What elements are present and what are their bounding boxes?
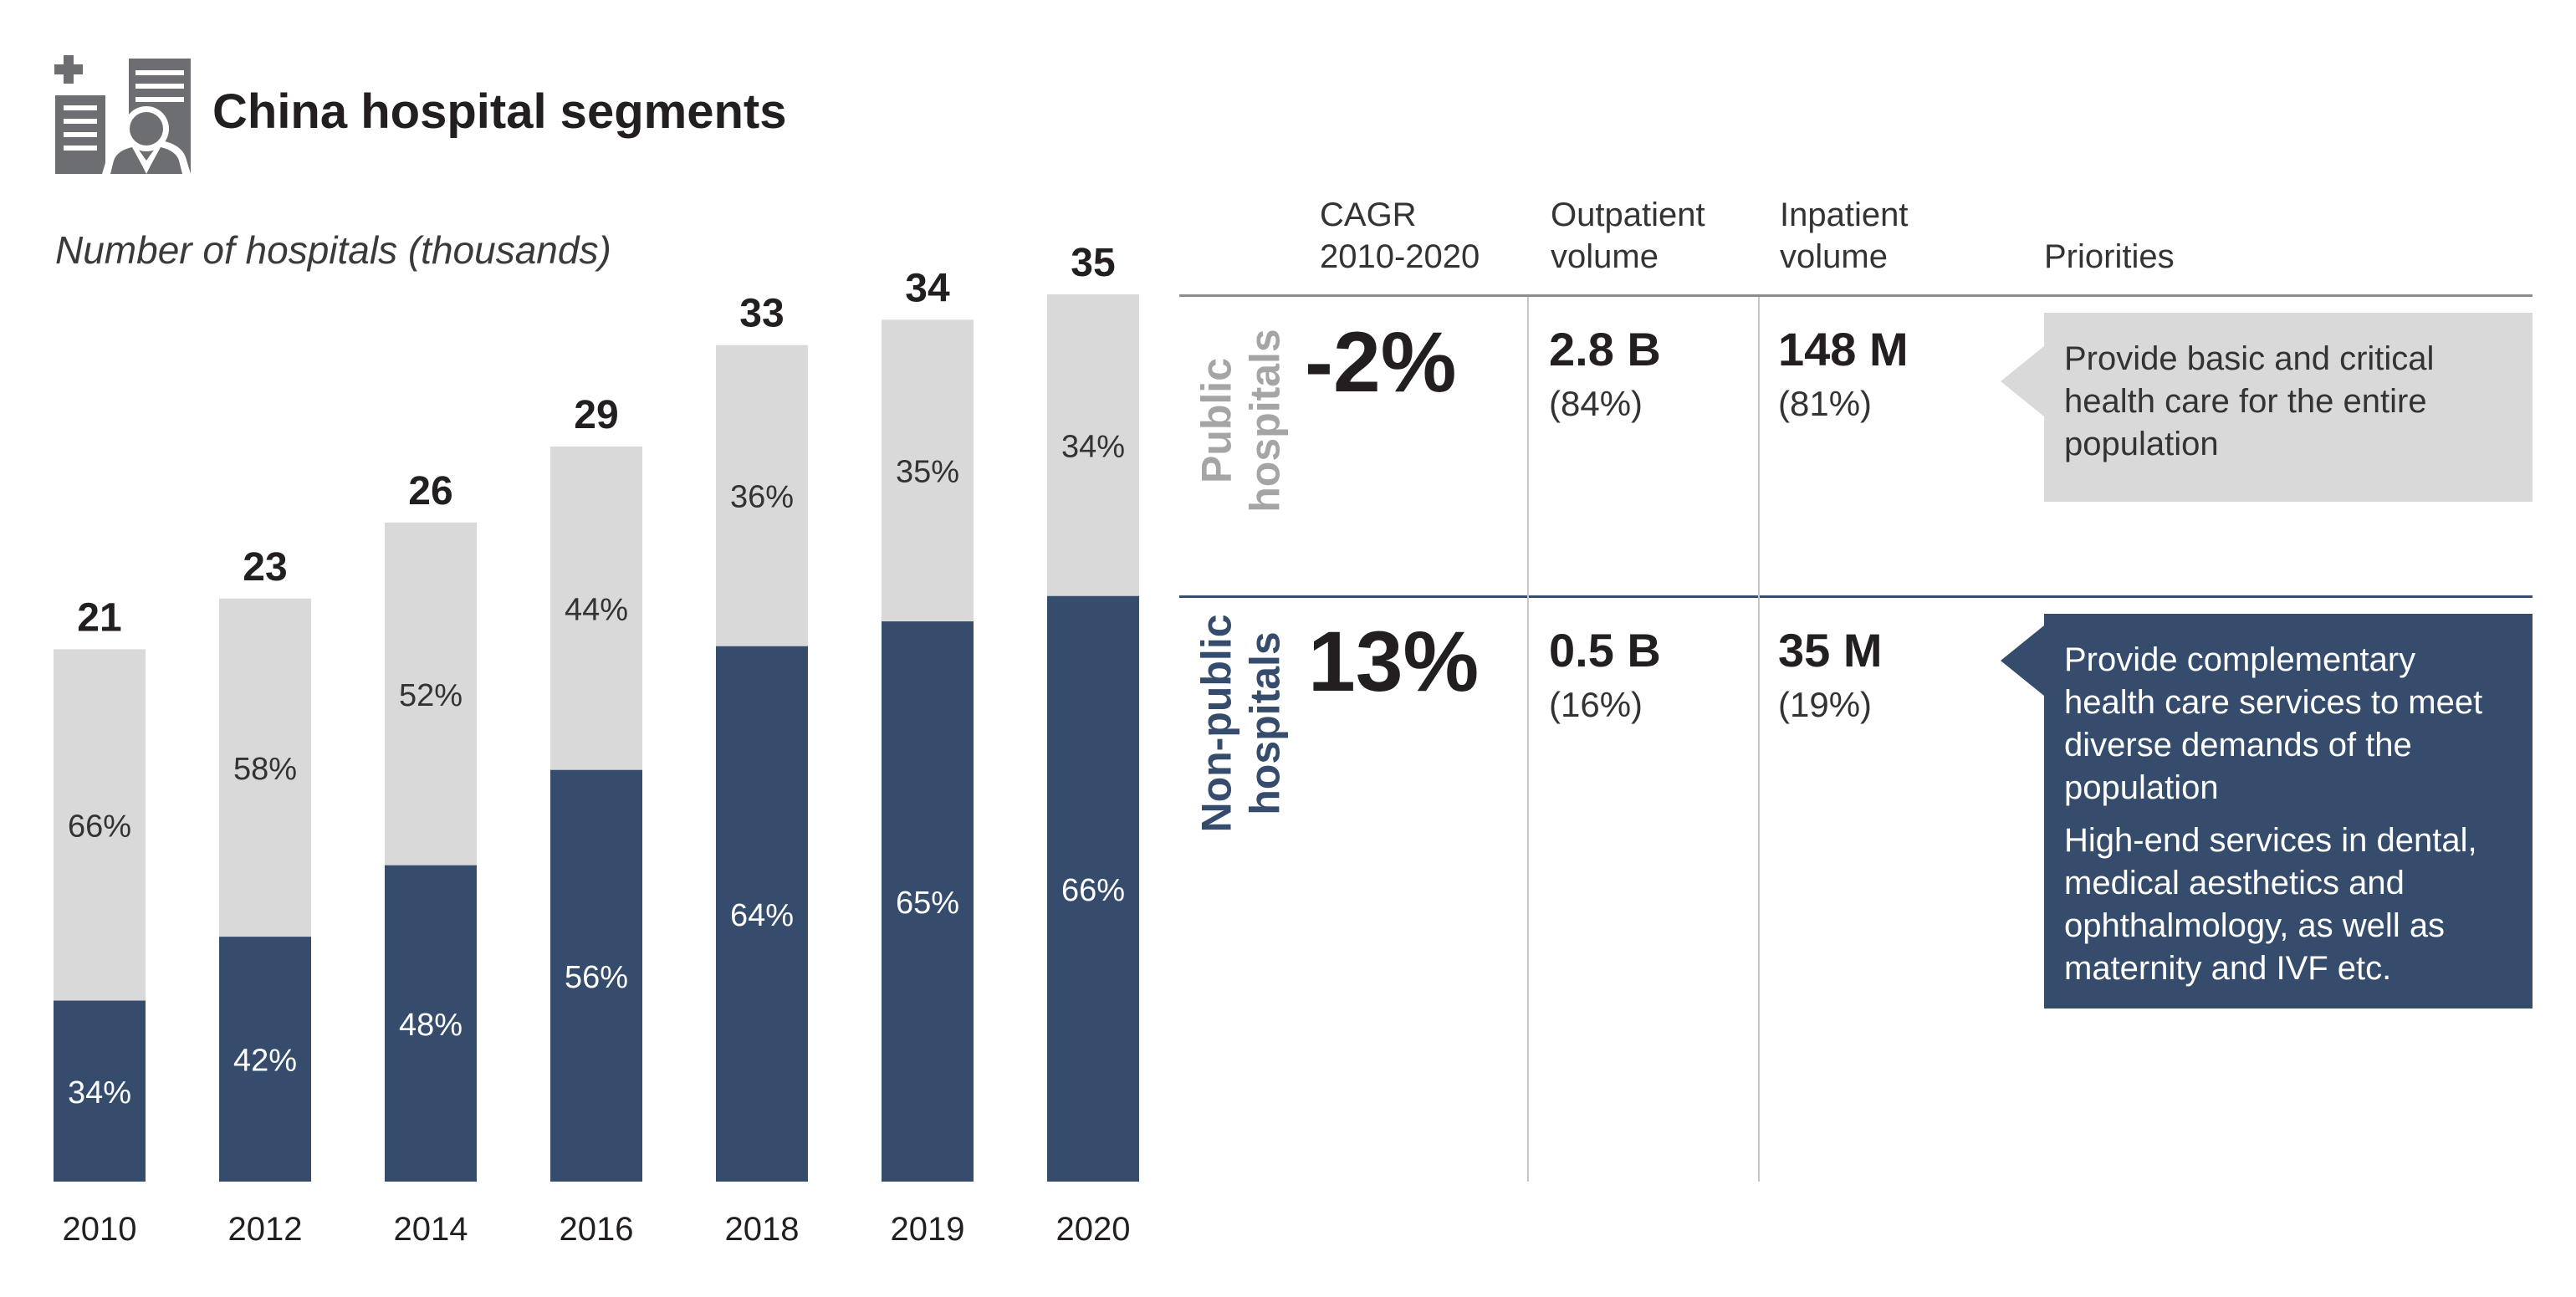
priority-public-1: Provide basic and critical health care f… xyxy=(2064,340,2435,462)
bar-nonpublic-2020 xyxy=(1047,595,1139,1182)
header-inpatient-line2: volume xyxy=(1780,238,1888,275)
total-label-2020: 35 xyxy=(1071,241,1115,285)
share-label-public-2016: 44% xyxy=(565,592,628,627)
nonpublic-row-rule xyxy=(1179,595,2533,598)
total-label-2012: 23 xyxy=(243,545,287,590)
cagr-public: -2% xyxy=(1305,314,1457,410)
share-label-nonpublic-2020: 66% xyxy=(1061,873,1125,908)
header-inpatient: Inpatient volume xyxy=(1780,194,1908,278)
x-tick-2014: 2014 xyxy=(394,1211,468,1248)
total-label-2014: 26 xyxy=(408,469,452,513)
public-row-rule xyxy=(1179,294,2533,297)
outpatient-share-nonpublic: (16%) xyxy=(1549,685,1643,724)
bar-nonpublic-2019 xyxy=(882,621,974,1182)
row-label-nonpublic-line2: hospitals xyxy=(1242,631,1289,815)
inpatient-share-public: (81%) xyxy=(1778,384,1873,423)
share-label-nonpublic-2010: 34% xyxy=(68,1075,131,1111)
bar-public-2010 xyxy=(54,649,146,1001)
chart-subtitle: Number of hospitals (thousands) xyxy=(55,228,611,272)
header-outpatient: Outpatient volume xyxy=(1551,194,1705,278)
hospital-doctor-icon xyxy=(54,55,191,174)
header-cagr: CAGR 2010-2020 xyxy=(1320,194,1480,278)
x-tick-2018: 2018 xyxy=(725,1211,800,1248)
bar-nonpublic-2012 xyxy=(219,937,311,1182)
bar-public-2014 xyxy=(385,522,477,866)
share-label-public-2020: 34% xyxy=(1061,429,1125,464)
share-label-public-2019: 35% xyxy=(896,455,959,490)
x-tick-2012: 2012 xyxy=(228,1211,303,1248)
header-outpatient-line2: volume xyxy=(1551,238,1659,275)
priority-nonpublic-2: High-end services in dental, medical aes… xyxy=(2064,822,2477,987)
inpatient-public: 148 M xyxy=(1778,323,1909,375)
outpatient-public: 2.8 B xyxy=(1549,323,1661,375)
public-callout-arrow xyxy=(2001,346,2044,416)
row-label-nonpublic-line1: Non-public xyxy=(1193,614,1240,833)
total-label-2019: 34 xyxy=(905,266,950,310)
share-label-nonpublic-2019: 65% xyxy=(896,886,959,921)
share-label-public-2014: 52% xyxy=(399,678,463,713)
header-inpatient-line1: Inpatient xyxy=(1780,197,1909,233)
cagr-nonpublic: 13% xyxy=(1308,614,1480,709)
priorities-nonpublic: Provide complementary health care servic… xyxy=(2044,614,2533,1008)
share-label-public-2012: 58% xyxy=(233,752,297,787)
share-label-public-2018: 36% xyxy=(730,480,794,515)
share-label-nonpublic-2016: 56% xyxy=(565,960,628,995)
header-cagr-line1: CAGR xyxy=(1320,197,1417,233)
bar-public-2020 xyxy=(1047,294,1139,596)
inpatient-nonpublic: 35 M xyxy=(1778,624,1883,677)
x-tick-2020: 2020 xyxy=(1056,1211,1131,1248)
x-tick-2016: 2016 xyxy=(560,1211,634,1248)
bar-public-2012 xyxy=(219,598,311,937)
share-label-nonpublic-2014: 48% xyxy=(399,1008,463,1043)
total-label-2016: 29 xyxy=(574,393,618,437)
column-divider-2 xyxy=(1758,297,1760,1182)
outpatient-nonpublic: 0.5 B xyxy=(1549,624,1661,677)
inpatient-share-nonpublic: (19%) xyxy=(1778,685,1873,724)
outpatient-share-public: (84%) xyxy=(1549,384,1643,423)
header-priorities: Priorities xyxy=(2044,238,2175,275)
share-label-nonpublic-2018: 64% xyxy=(730,898,794,933)
row-label-public-line2: hospitals xyxy=(1241,329,1289,513)
bar-public-2018 xyxy=(716,345,808,646)
nonpublic-callout-arrow xyxy=(2001,626,2044,696)
bar-public-2019 xyxy=(882,319,974,622)
x-tick-2010: 2010 xyxy=(63,1211,137,1248)
bar-nonpublic-2018 xyxy=(716,646,808,1182)
header-outpatient-line1: Outpatient xyxy=(1551,197,1705,233)
share-label-nonpublic-2012: 42% xyxy=(233,1044,297,1079)
column-divider-1 xyxy=(1527,297,1529,1182)
bar-public-2016 xyxy=(550,446,642,770)
stacked-bar-chart: 66% 34% 21 2010 58% 42% 23 2012 52% 48% 26 2014 44% 5… xyxy=(54,241,1139,1248)
priority-nonpublic-1: Provide complementary health care servic… xyxy=(2064,641,2483,806)
row-label-public-line1: Public xyxy=(1193,357,1240,484)
bar-nonpublic-2016 xyxy=(550,769,642,1182)
bar-nonpublic-2010 xyxy=(54,1000,146,1182)
bar-nonpublic-2014 xyxy=(385,865,477,1182)
share-label-public-2010: 66% xyxy=(68,809,131,844)
page-title: China hospital segments xyxy=(212,84,787,139)
priorities-public: Provide basic and critical health care f… xyxy=(2044,313,2533,502)
total-label-2010: 21 xyxy=(77,595,121,640)
total-label-2018: 33 xyxy=(739,292,784,336)
x-tick-2019: 2019 xyxy=(891,1211,965,1248)
header-cagr-line2: 2010-2020 xyxy=(1320,238,1480,275)
